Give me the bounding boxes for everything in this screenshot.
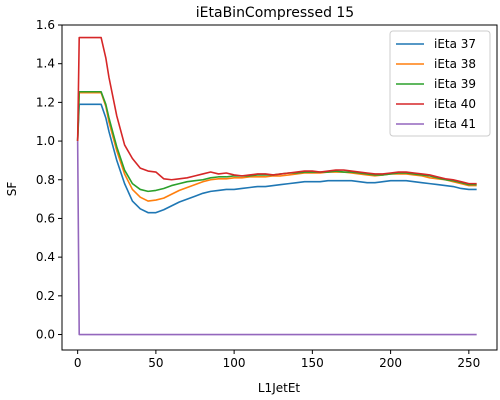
x-tick-label: 200 — [379, 356, 402, 370]
legend-label: iEta 40 — [434, 97, 476, 111]
y-tick-label: 1.0 — [36, 134, 55, 148]
y-tick-label: 0.4 — [36, 250, 55, 264]
y-tick-label: 0.0 — [36, 328, 55, 342]
x-tick-label: 250 — [457, 356, 480, 370]
x-tick-label: 100 — [223, 356, 246, 370]
x-tick-label: 0 — [74, 356, 82, 370]
legend-label: iEta 39 — [434, 77, 476, 91]
x-tick-label: 50 — [148, 356, 163, 370]
y-tick-label: 1.4 — [36, 57, 55, 71]
x-tick-label: 150 — [301, 356, 324, 370]
y-axis-label: SF — [5, 182, 19, 197]
legend-label: iEta 37 — [434, 37, 476, 51]
y-tick-label: 0.2 — [36, 289, 55, 303]
legend-label: iEta 41 — [434, 117, 476, 131]
x-axis-label: L1JetEt — [258, 381, 301, 395]
y-tick-label: 1.6 — [36, 18, 55, 32]
y-tick-label: 0.6 — [36, 211, 55, 225]
legend-label: iEta 38 — [434, 57, 476, 71]
legend: iEta 37 iEta 38 iEta 39 iEta 40 iEta 41 — [390, 31, 490, 136]
y-tick-label: 0.8 — [36, 173, 55, 187]
chart-title: iEtaBinCompressed 15 — [196, 5, 354, 21]
y-tick-label: 1.2 — [36, 95, 55, 109]
